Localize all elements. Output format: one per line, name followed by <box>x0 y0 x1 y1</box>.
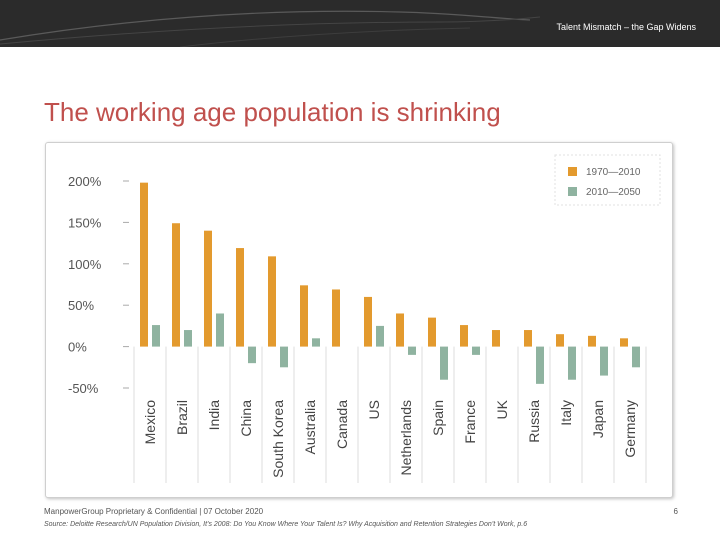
bar-series2 <box>248 346 256 364</box>
category-label: Canada <box>334 400 350 449</box>
category-label: India <box>206 400 222 431</box>
legend-box <box>554 154 661 206</box>
category-label: Spain <box>430 400 446 436</box>
footer-source: Source: Deloitte Research/UN Population … <box>44 521 528 528</box>
category-label: Italy <box>558 400 574 426</box>
y-tick-label: 200% <box>68 174 102 189</box>
bar-series1 <box>492 330 500 347</box>
bar-series1 <box>396 313 404 347</box>
bar-series1 <box>268 256 276 347</box>
y-tick-label: -50% <box>68 381 99 396</box>
legend-entry: 1970—2010 <box>586 167 641 178</box>
bar-series1 <box>524 330 532 347</box>
category-label: Brazil <box>174 400 190 435</box>
bar-series1 <box>332 289 340 347</box>
y-tick-label: 50% <box>68 298 94 313</box>
page-number: 6 <box>673 507 678 516</box>
bar-series1 <box>428 317 436 347</box>
legend-entry: 2010—2050 <box>586 187 641 198</box>
bar-series2 <box>632 346 640 368</box>
header-bar: Talent Mismatch – the Gap Widens <box>0 0 720 47</box>
bar-series1 <box>620 338 628 347</box>
bar-series1 <box>364 296 372 347</box>
legend-swatch <box>568 167 577 176</box>
slide-title: The working age population is shrinking <box>44 97 501 127</box>
category-label: Netherlands <box>398 400 414 476</box>
bar-series2 <box>376 325 384 347</box>
category-label: US <box>366 400 382 419</box>
footer-proprietary: ManpowerGroup Proprietary & Confidential… <box>44 507 264 516</box>
legend-swatch <box>568 187 577 196</box>
bar-series1 <box>460 325 468 347</box>
bar-series2 <box>600 346 608 376</box>
category-label: China <box>238 400 254 437</box>
bar-series2 <box>152 325 160 347</box>
category-label: UK <box>494 399 510 419</box>
chart-frame: 200% 150% 100% 50% 0% -50% Mexico Brazil India Ch… <box>45 142 673 498</box>
bar-series1 <box>300 285 308 347</box>
bar-series2 <box>312 338 320 347</box>
bar-series2 <box>184 330 192 347</box>
bar-series1 <box>588 335 596 347</box>
category-label: Japan <box>590 400 606 438</box>
category-label: Russia <box>526 400 542 443</box>
category-label: Mexico <box>142 400 158 445</box>
y-tick-label: 0% <box>68 340 87 355</box>
bar-series2 <box>216 313 224 347</box>
bar-series1 <box>172 223 180 347</box>
bar-series1 <box>204 230 212 347</box>
bar-series2 <box>280 346 288 368</box>
header-title: Talent Mismatch – the Gap Widens <box>556 22 696 32</box>
category-label: Australia <box>302 400 318 455</box>
y-tick-label: 150% <box>68 215 102 230</box>
bar-series2 <box>472 346 480 355</box>
category-label: South Korea <box>270 400 286 478</box>
bar-series2 <box>408 346 416 355</box>
bar-series1 <box>556 334 564 347</box>
bar-series1 <box>236 248 244 347</box>
bar-series2 <box>536 346 544 384</box>
bar-chart: 200% 150% 100% 50% 0% -50% Mexico Brazil India Ch… <box>68 154 661 483</box>
bar-series2 <box>440 346 448 380</box>
bar-series2 <box>568 346 576 380</box>
header-swoosh-decoration <box>0 10 541 47</box>
y-tick-label: 100% <box>68 257 102 272</box>
category-label: France <box>462 400 478 444</box>
bar-series1 <box>140 182 148 347</box>
category-label: Germany <box>622 400 638 458</box>
